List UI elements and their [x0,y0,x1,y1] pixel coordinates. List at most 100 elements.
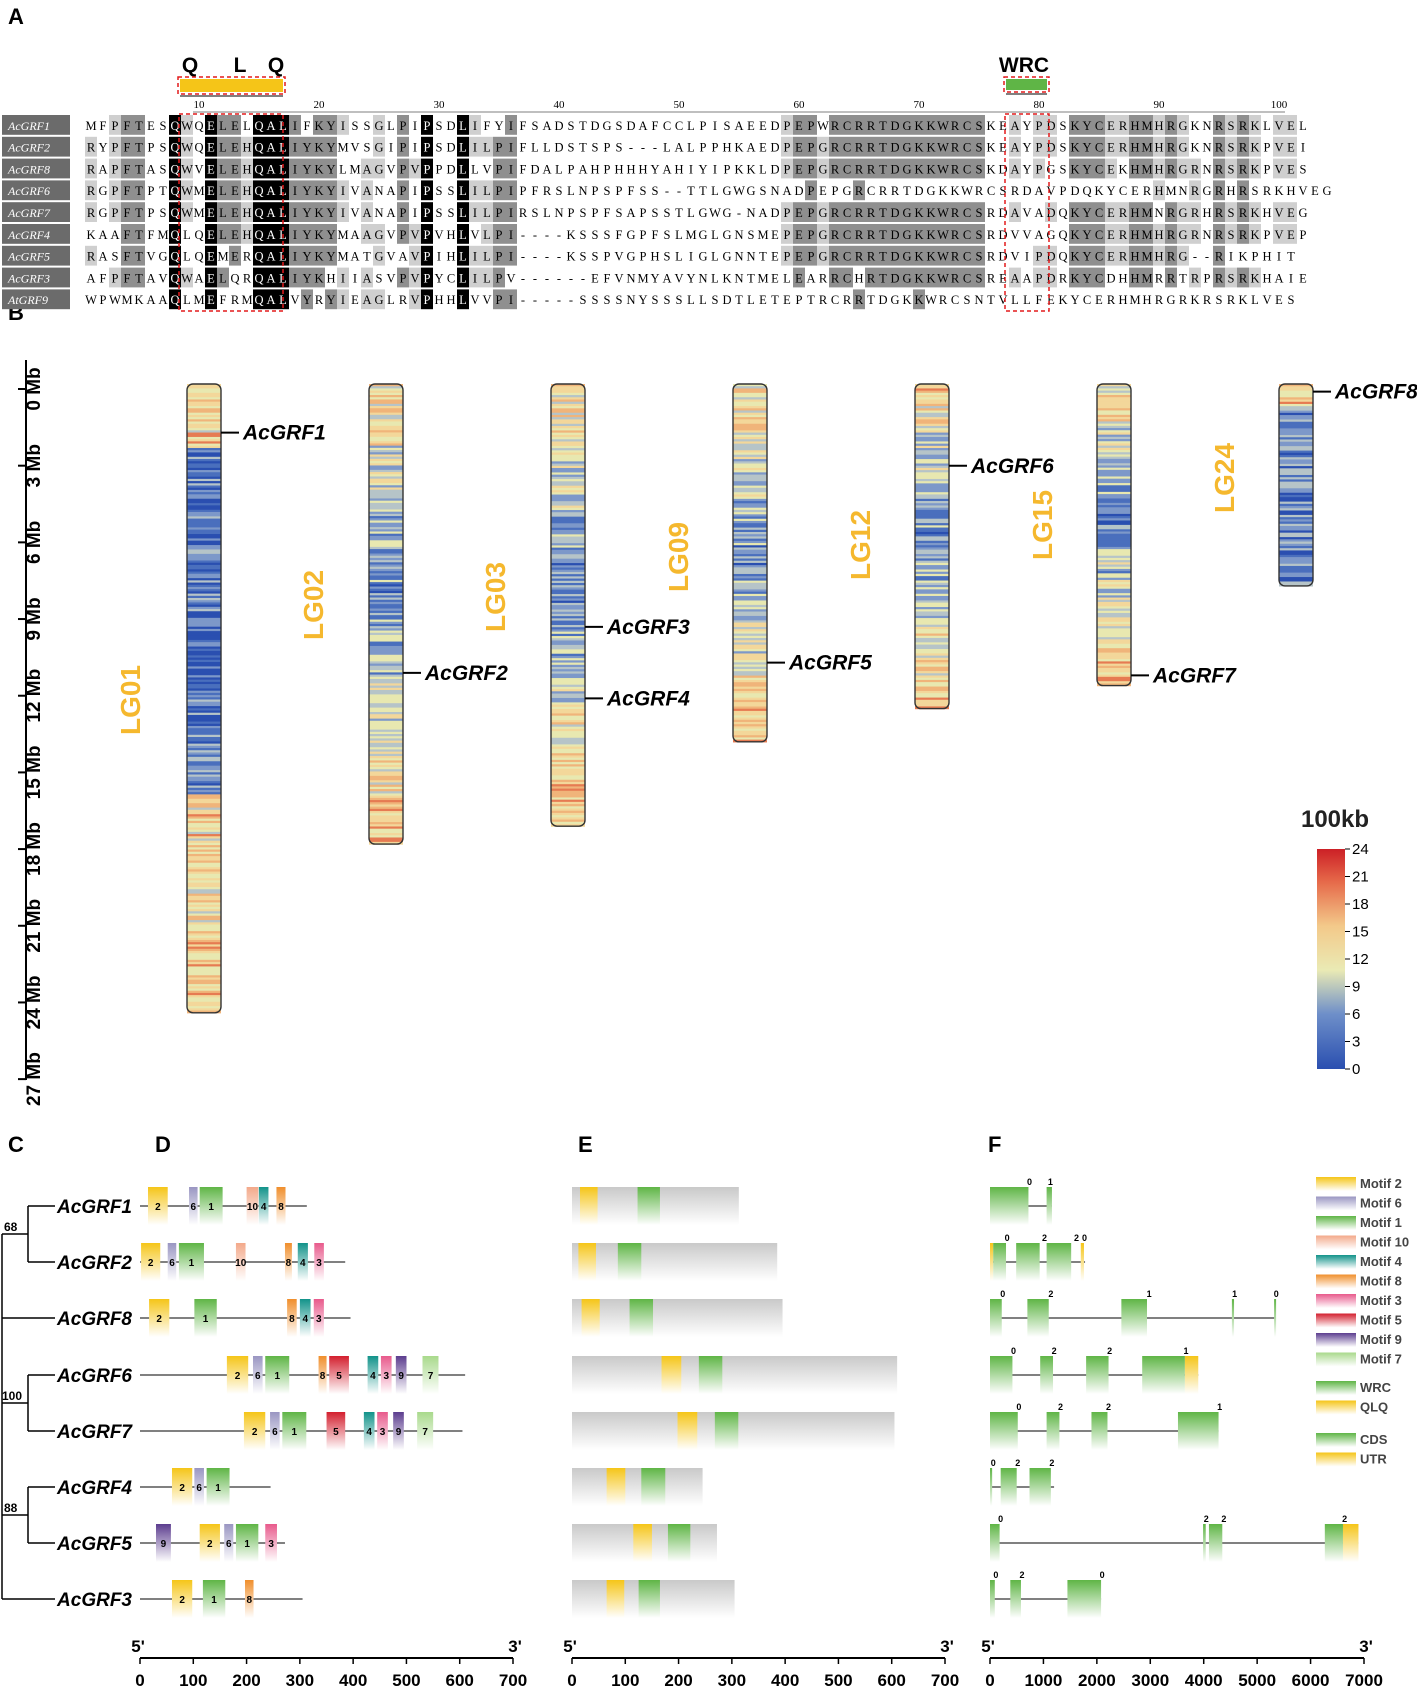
residue: K [1250,206,1259,220]
wrc-domain [668,1524,690,1562]
residue: Y [650,271,659,285]
residue: S [616,293,623,307]
motif-number: 8 [278,1202,284,1213]
residue: V [1274,141,1283,155]
motif-number: 2 [235,1371,241,1382]
residue: W [937,162,949,176]
residue: W [181,271,193,285]
residue: E [795,228,803,242]
motif-number: 3 [316,1314,322,1325]
residue: I [509,206,513,220]
panel-letter-e: E [578,1132,593,1157]
utr-segment [1081,1243,1084,1281]
residue: N [746,206,755,220]
residue: A [1010,119,1019,133]
residue: L [183,293,191,307]
residue: C [843,271,851,285]
residue: R [855,119,864,133]
residue: R [87,141,96,155]
residue: S [976,162,983,176]
residue: Q [194,141,203,155]
residue: - [569,271,573,285]
residue: I [509,250,513,264]
density-legend-title: 100kb [1301,806,1369,833]
protein-bar [572,1468,703,1506]
colorbar-tick-label: 9 [1352,979,1360,996]
alignment-panel: Q L Q WRC 10 20 30 40 50 60 70 80 90 100 AcGRF1 M F… [2,54,1332,311]
residue: S [1300,162,1307,176]
figure-canvas: A B C D E F Q L Q WRC 10 20 30 40 50 60 70 80 90… [0,0,1417,1694]
residue: S [448,206,455,220]
residue: R [1119,141,1128,155]
residue: T [879,162,887,176]
residue: A [158,293,167,307]
residue: K [926,119,935,133]
residue: E [1131,184,1139,198]
residue: A [266,250,275,264]
residue: S [364,119,371,133]
residue: I [509,162,513,176]
residue: K [722,271,731,285]
residue: E [783,293,791,307]
residue: T [807,293,815,307]
residue: P [832,184,839,198]
chromosome-label: LG12 [845,510,876,580]
residue: C [963,271,971,285]
residue: P [724,162,731,176]
residue: L [459,184,467,198]
residue: L [687,293,695,307]
residue: E [207,293,215,307]
axis-tick-label: 500 [392,1671,420,1690]
motif-number: 4 [300,1258,306,1269]
residue: H [242,228,251,242]
residue: I [473,271,477,285]
residue: P [400,184,407,198]
residue: K [314,141,323,155]
alignment-row: AtGRF9 W P W M K A A Q L M E F R M Q A L V Y R Y I E A G L R V P H H L V V… [2,289,1295,309]
residue: S [556,184,563,198]
residue: P [808,162,815,176]
residue: Q [194,228,203,242]
axis-tick-label: 6000 [1292,1671,1330,1690]
residue: W [817,119,829,133]
residue: L [339,162,347,176]
residue: E [759,293,767,307]
residue: R [1191,271,1200,285]
residue: F [124,250,131,264]
residue: - [533,271,537,285]
ruler-tick-label: 70 [914,99,926,111]
residue: K [134,293,143,307]
residue: N [734,271,743,285]
residue: T [879,250,887,264]
residue: A [1034,228,1043,242]
residue: P [784,162,791,176]
residue: F [652,228,659,242]
residue: G [98,206,107,220]
sequence-name: AtGRF9 [7,293,48,307]
residue: S [664,206,671,220]
residue: N [578,184,587,198]
legend-motif-swatch [1316,1314,1356,1328]
residue: D [626,119,635,133]
residue: A [806,271,815,285]
residue: E [351,293,359,307]
residue: Y [1106,184,1115,198]
ruler-tick-label: 30 [434,99,446,111]
cds-segment [1325,1524,1343,1562]
axis-tick-label: 400 [771,1671,799,1690]
residue: R [1107,293,1116,307]
residue: I [293,206,297,220]
residue: Y [302,141,311,155]
residue: E [1287,162,1295,176]
residue: S [640,184,647,198]
axis-tick-label: 7000 [1345,1671,1383,1690]
residue: S [604,184,611,198]
residue: R [243,271,252,285]
residue: V [1274,119,1283,133]
motif-number: 2 [252,1427,258,1438]
residue: V [410,271,419,285]
gene-name: AcGRF1 [56,1197,132,1218]
residue: K [986,162,995,176]
residue: K [914,228,923,242]
residue: E [207,271,215,285]
